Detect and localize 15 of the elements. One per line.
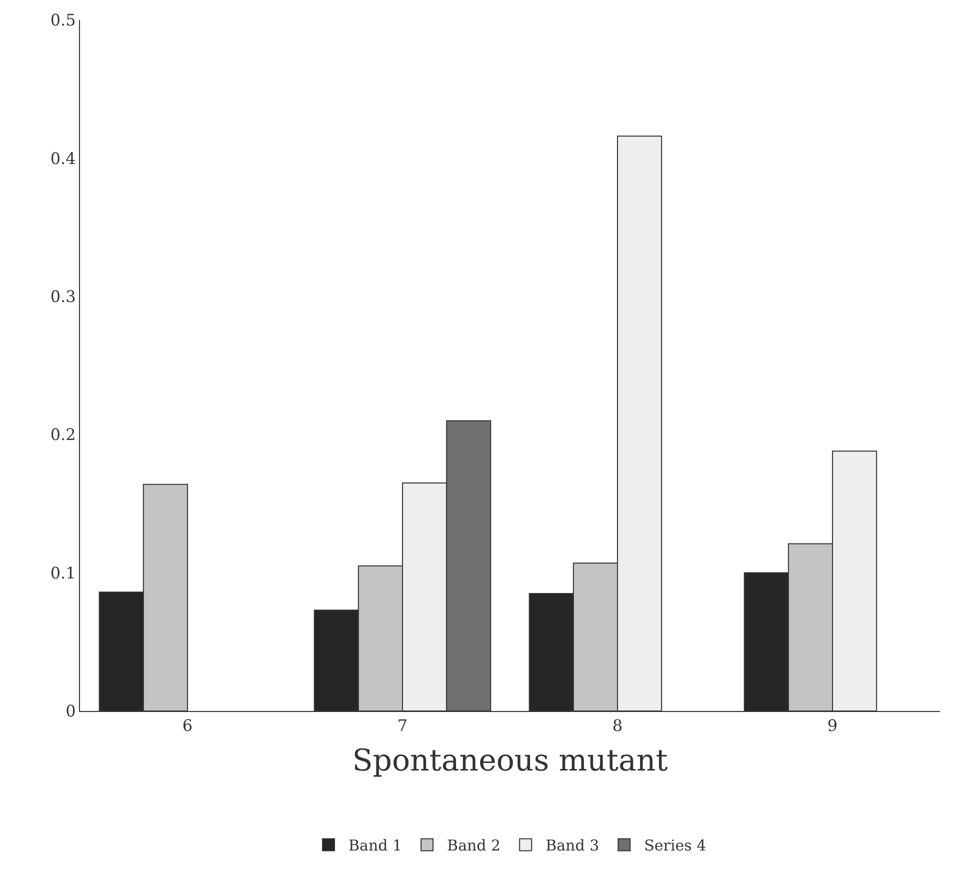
legend-label: Band 3 xyxy=(546,836,600,855)
y-tick-label: 0.3 xyxy=(50,287,76,306)
legend-label: Series 4 xyxy=(644,836,706,855)
legend-label: Band 1 xyxy=(348,836,402,855)
x-axis-title: Spontaneous mutant xyxy=(352,744,668,779)
legend-label: Band 2 xyxy=(447,836,501,855)
x-tick-label: 7 xyxy=(397,716,408,736)
y-tick-label: 0.2 xyxy=(50,425,76,444)
x-tick-label: 8 xyxy=(612,716,623,736)
y-tick-label: 0.5 xyxy=(50,10,76,30)
y-tick-label: 0 xyxy=(66,702,76,721)
y-tick-label: 0.4 xyxy=(50,148,76,168)
y-tick-label: 0.1 xyxy=(50,563,76,582)
x-tick-label: 9 xyxy=(827,716,838,736)
x-tick-label: 6 xyxy=(182,716,193,736)
